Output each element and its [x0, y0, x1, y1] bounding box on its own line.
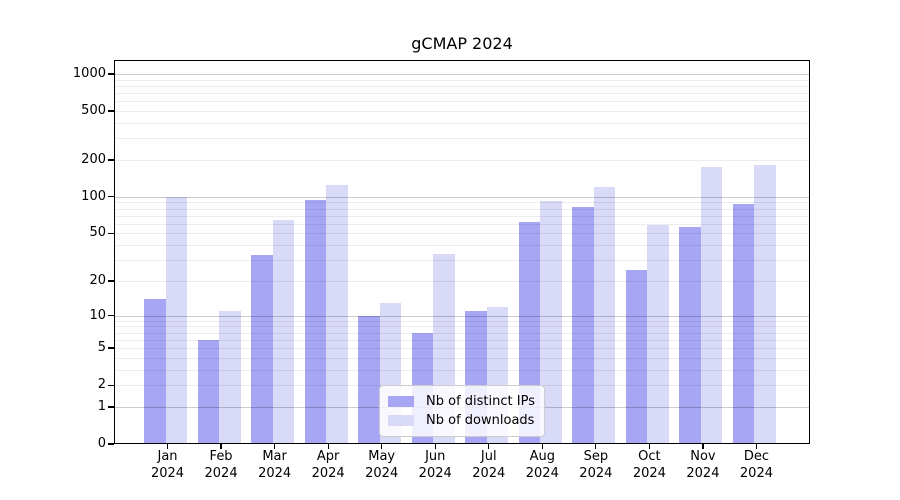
x-tick-mark — [220, 444, 222, 449]
legend-label-downloads: Nb of downloads — [426, 413, 535, 428]
bar-ips-mar — [251, 255, 273, 444]
x-tick-mark — [381, 444, 383, 449]
y-tick-label: 500 — [81, 103, 106, 119]
x-tick-mark — [166, 444, 169, 449]
y-tick-mark — [108, 196, 114, 198]
bar-ips-jan — [144, 298, 166, 444]
y-tick-label: 0 — [97, 436, 106, 451]
x-tick-mark — [273, 444, 276, 449]
bar-downloads-apr — [326, 184, 348, 444]
y-tick-label: 200 — [81, 151, 106, 167]
bar-downloads-aug — [540, 201, 562, 444]
bar-ips-dec — [732, 204, 755, 444]
x-tick-label: Nov 2024 — [686, 449, 720, 481]
y-tick-mark — [108, 406, 114, 408]
bar-ips-may — [358, 315, 380, 444]
y-tick-mark — [108, 232, 114, 235]
chart-title: gCMAP 2024 — [411, 34, 513, 53]
x-tick-mark — [648, 444, 651, 449]
y-tick-mark — [108, 73, 114, 75]
bar-ips-nov — [679, 226, 701, 444]
x-tick-label: May 2024 — [365, 449, 399, 481]
bar-ips-feb — [197, 339, 220, 444]
bar-ips-apr — [304, 199, 327, 444]
legend-swatch-distinct-ips — [388, 396, 415, 407]
y-tick-label: 2 — [97, 377, 106, 393]
bar-downloads-jan — [165, 196, 188, 444]
x-tick-label: Jul 2024 — [472, 449, 506, 481]
x-tick-label: Aug 2024 — [525, 449, 559, 481]
bar-downloads-oct — [647, 224, 669, 444]
x-tick-label: Oct 2024 — [632, 449, 666, 481]
bar-downloads-dec — [754, 165, 776, 444]
x-tick-label: Sep 2024 — [579, 449, 613, 481]
y-tick-label: 100 — [81, 188, 106, 204]
y-tick-mark — [108, 443, 114, 445]
y-tick-label: 10 — [89, 307, 106, 323]
bar-downloads-sep — [593, 186, 616, 444]
y-tick-label: 5 — [97, 340, 106, 356]
x-tick-mark — [702, 444, 704, 449]
bar-downloads-nov — [700, 166, 723, 444]
x-tick-mark — [488, 444, 490, 449]
x-tick-mark — [327, 444, 329, 449]
y-tick-mark — [108, 110, 114, 112]
bar-downloads-mar — [272, 220, 295, 444]
y-tick-label: 50 — [89, 225, 106, 241]
x-tick-label: Mar 2024 — [258, 449, 292, 481]
y-tick-label: 20 — [89, 272, 106, 288]
y-tick-mark — [108, 384, 114, 386]
y-tick-label: 1 — [97, 398, 106, 414]
x-tick-label: Feb 2024 — [204, 449, 238, 481]
x-tick-mark — [541, 444, 543, 449]
x-tick-label: Dec 2024 — [739, 449, 773, 481]
bar-ips-oct — [625, 269, 648, 444]
y-tick-mark — [108, 280, 114, 282]
legend-item-downloads: Nb of downloads — [388, 411, 535, 430]
bar-ips-sep — [572, 206, 594, 444]
x-tick-mark — [755, 444, 758, 449]
x-tick-mark — [434, 444, 436, 449]
legend-swatch-downloads — [388, 415, 415, 426]
y-tick-label: 1000 — [72, 66, 106, 81]
x-tick-label: Apr 2024 — [311, 449, 345, 481]
legend-item-distinct-ips: Nb of distinct IPs — [388, 392, 535, 411]
plot-area: Nb of distinct IPs Nb of downloads — [114, 60, 810, 444]
legend-label-distinct-ips: Nb of distinct IPs — [426, 394, 535, 409]
bar-downloads-feb — [219, 310, 241, 444]
x-tick-mark — [595, 444, 597, 449]
y-tick-mark — [108, 314, 114, 317]
x-tick-label: Jan 2024 — [150, 449, 185, 481]
legend: Nb of distinct IPs Nb of downloads — [379, 385, 545, 437]
x-tick-label: Jun 2024 — [418, 449, 452, 481]
y-tick-mark — [108, 159, 114, 161]
y-tick-mark — [108, 347, 114, 349]
